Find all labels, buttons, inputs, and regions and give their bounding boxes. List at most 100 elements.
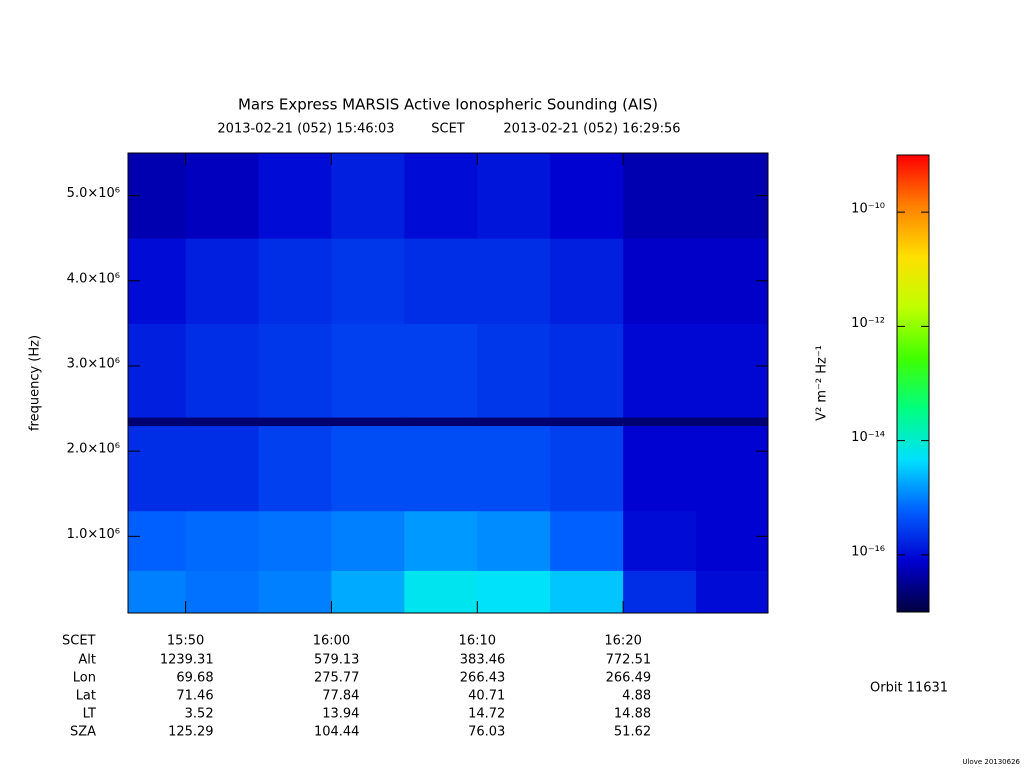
spectrogram-cell: [404, 417, 478, 427]
spectrogram-cell: [331, 417, 405, 427]
y-tick-label: 5.0×10⁶: [67, 186, 120, 201]
ephemeris-value: 76.03: [468, 725, 505, 740]
plot-frame: [127, 152, 769, 614]
ephemeris-value: 13.94: [322, 707, 359, 722]
spectrogram-cell: [331, 238, 405, 324]
spectrogram-cell: [623, 417, 697, 427]
spectrogram-cell: [258, 417, 332, 427]
ephemeris-value: 71.46: [176, 689, 213, 704]
y-tick-label: 4.0×10⁶: [67, 271, 120, 286]
spectrogram-cell: [404, 323, 478, 418]
spectrogram-cell: [623, 425, 697, 512]
ephemeris-value: 14.88: [614, 707, 651, 722]
spectrogram-cell: [550, 323, 624, 418]
spectrogram-cell: [404, 425, 478, 512]
spectrogram-cell: [696, 425, 769, 512]
spectrogram-cell: [623, 570, 697, 614]
spectrogram-cell: [331, 510, 405, 571]
spectrogram-cell: [696, 570, 769, 614]
ephemeris-row-label: SZA: [70, 725, 96, 740]
spectrogram-cell: [185, 510, 260, 571]
spectrogram-cell: [404, 570, 478, 614]
ephemeris-value: 579.13: [314, 653, 360, 668]
colorbar-tick-label: 10⁻¹⁴: [851, 430, 885, 445]
spectrogram-cell: [258, 510, 332, 571]
spectrogram-cell: [696, 417, 769, 427]
ephemeris-value: 51.62: [614, 725, 651, 740]
ephemeris-value: 125.29: [168, 725, 214, 740]
ephemeris-value: 104.44: [314, 725, 360, 740]
spectrogram-cell: [128, 417, 187, 427]
spectrogram-cell: [477, 153, 551, 239]
spectrogram-cell: [128, 510, 187, 571]
colorbar-tick-label: 10⁻¹⁶: [851, 544, 885, 559]
ephemeris-value: 383.46: [460, 653, 506, 668]
footer: Ulove 20130626: [962, 758, 1020, 766]
spectrogram-cell: [331, 153, 405, 239]
spectrogram-cell: [477, 510, 551, 571]
spectrogram-cell: [331, 570, 405, 614]
spectrogram-cell: [696, 323, 769, 418]
ephemeris-row-label: Lon: [73, 671, 96, 686]
spectrogram-cell: [185, 425, 260, 512]
spectrogram-cell: [331, 425, 405, 512]
x-tick-label: 16:10: [459, 634, 496, 649]
colorbar-tick-label: 10⁻¹²: [851, 316, 885, 331]
ephemeris-row-label: Lat: [76, 689, 96, 704]
spectrogram-cell: [477, 417, 551, 427]
ephemeris-value: 14.72: [468, 707, 505, 722]
spectrogram-cell: [128, 425, 187, 512]
spectrogram-cell: [185, 238, 260, 324]
spectrogram-cell: [623, 510, 697, 571]
x-tick-label: 16:20: [604, 634, 641, 649]
spectrogram-cell: [404, 238, 478, 324]
subtitle-end: 2013-02-21 (052) 16:29:56: [503, 122, 680, 137]
colorbar-tick-label: 10⁻¹⁰: [851, 202, 885, 217]
spectrogram-cell: [477, 570, 551, 614]
y-axis-label: frequency (Hz): [28, 335, 43, 431]
spectrogram-cell: [258, 570, 332, 614]
spectrogram-cell: [550, 510, 624, 571]
ephemeris-value: 40.71: [468, 689, 505, 704]
ephemeris-value: 266.43: [460, 671, 506, 686]
colorbar: [896, 154, 930, 613]
chart-title: Mars Express MARSIS Active Ionospheric S…: [238, 96, 658, 114]
spectrogram-cell: [623, 238, 697, 324]
spectrogram-cell: [128, 570, 187, 614]
orbit-label: Orbit 11631: [870, 681, 948, 696]
ephemeris-value: 4.88: [622, 689, 651, 704]
ephemeris-value: 266.49: [606, 671, 652, 686]
spectrogram-cell: [185, 153, 260, 239]
ephemeris-value: 1239.31: [160, 653, 214, 668]
subtitle-mid: SCET: [431, 122, 465, 137]
y-tick-label: 3.0×10⁶: [67, 356, 120, 371]
spectrogram-cell: [258, 153, 332, 239]
colorbar-label: V² m⁻² Hz⁻¹: [815, 345, 830, 421]
spectrogram-cell: [185, 570, 260, 614]
ephemeris-value: 3.52: [185, 707, 214, 722]
spectrogram-cell: [550, 570, 624, 614]
spectrogram-cell: [128, 323, 187, 418]
spectrogram-cell: [185, 323, 260, 418]
spectrogram-cell: [331, 323, 405, 418]
spectrogram-cell: [477, 238, 551, 324]
spectrogram-cell: [550, 153, 624, 239]
spectrogram-cell: [550, 425, 624, 512]
ephemeris-time-label: SCET: [62, 634, 96, 649]
y-tick-label: 2.0×10⁶: [67, 442, 120, 457]
spectrogram-cell: [185, 417, 260, 427]
y-tick-label: 1.0×10⁶: [67, 527, 120, 542]
ephemeris-row-label: LT: [83, 707, 96, 722]
spectrogram-cell: [623, 323, 697, 418]
spectrogram-cell: [623, 153, 697, 239]
ephemeris-value: 772.51: [606, 653, 652, 668]
spectrogram-cell: [258, 238, 332, 324]
x-tick-label: 16:00: [313, 634, 350, 649]
spectrogram-cell: [258, 323, 332, 418]
spectrogram-cell: [258, 425, 332, 512]
spectrogram-cell: [696, 510, 769, 571]
ephemeris-row-label: Alt: [78, 653, 96, 668]
spectrogram-cell: [550, 417, 624, 427]
